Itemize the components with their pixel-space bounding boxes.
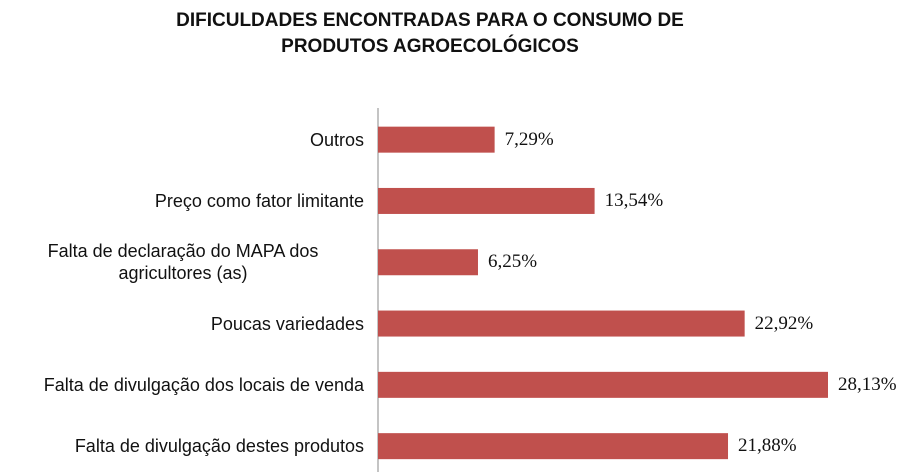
bar <box>378 310 745 337</box>
y-tick-label: Outros <box>309 129 364 150</box>
bar <box>378 433 729 460</box>
data-label: 21,88% <box>738 435 797 457</box>
data-label: 22,92% <box>754 312 814 334</box>
data-label: 7,29% <box>504 128 554 150</box>
data-label: 28,13% <box>838 373 897 395</box>
y-tick-label: Falta de divulgação dos locais de venda <box>43 374 364 395</box>
chart-title: DIFICULDADES ENCONTRADAS PARA O CONSUMO … <box>176 10 684 57</box>
bar <box>378 126 495 153</box>
bar <box>378 187 595 214</box>
y-tick-label: Falta de declaração do MAPA dos agricult… <box>47 241 319 284</box>
bar <box>378 249 478 276</box>
bar <box>378 371 828 398</box>
data-label: 13,54% <box>604 189 664 211</box>
y-tick-label: Preço como fator limitante <box>154 190 364 211</box>
y-tick-label: Poucas variedades <box>210 313 364 334</box>
data-label: 6,25% <box>487 251 538 273</box>
y-tick-label: Falta de divulgação destes produtos <box>74 436 364 457</box>
